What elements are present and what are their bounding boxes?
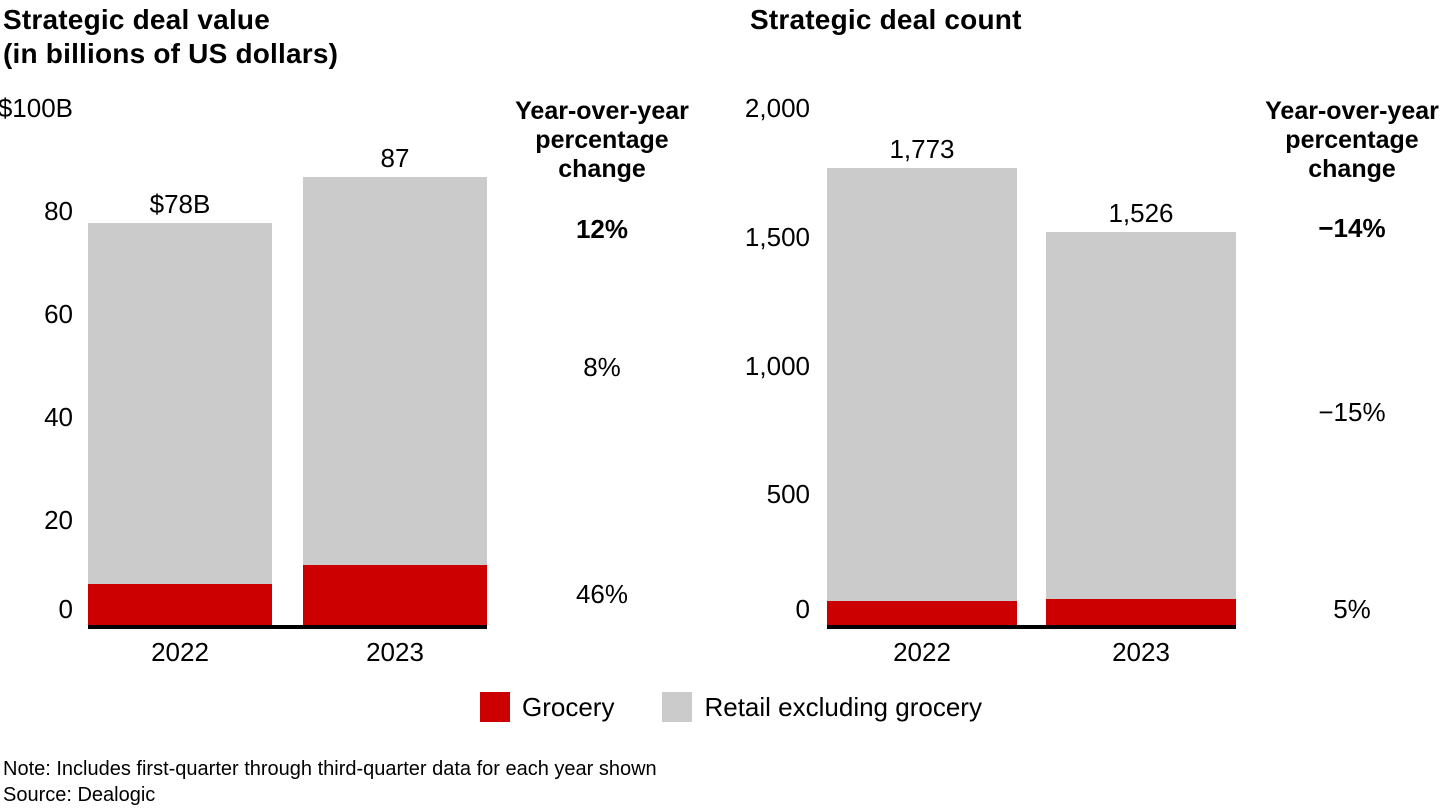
left-yoy-header: Year-over-year percentage change xyxy=(515,97,689,183)
y-axis-tick-label: 80 xyxy=(44,196,73,226)
legend-item-grocery: Grocery xyxy=(480,692,614,722)
yoy-value: −15% xyxy=(1318,397,1386,427)
y-axis-tick-label: 500 xyxy=(766,479,810,510)
legend-item-retail: Retail excluding grocery xyxy=(662,692,982,722)
right-yoy-header: Year-over-year percentage change xyxy=(1265,97,1439,183)
left-chart-title-line2: (in billions of US dollars) xyxy=(3,38,339,69)
y-axis-tick-label: 20 xyxy=(44,505,73,535)
bar-segment-grocery xyxy=(827,600,1017,625)
legend-label-grocery: Grocery xyxy=(522,692,615,722)
y-axis-tick-label: $100B xyxy=(0,93,73,123)
source-text: Source: Dealogic xyxy=(3,784,156,806)
right-chart-title-line1: Strategic deal count xyxy=(750,4,1022,35)
grocery-swatch-icon xyxy=(480,692,510,722)
y-axis-tick-label: 0 xyxy=(795,594,810,624)
yoy-value: −14% xyxy=(1318,213,1386,243)
bar-total-label: $78B xyxy=(149,189,211,220)
bar-segment-grocery xyxy=(303,564,487,625)
left-chart-title: Strategic deal value (in billions of US … xyxy=(3,3,338,71)
x-axis-line xyxy=(827,625,1236,629)
bar-total-label: 87 xyxy=(380,142,410,173)
y-axis-tick-label: 1,000 xyxy=(744,350,810,381)
bar-total-label: 1,773 xyxy=(889,134,955,165)
bar-segment-retail xyxy=(88,223,272,584)
right-chart-title: Strategic deal count xyxy=(750,3,1022,37)
retail-swatch-icon xyxy=(662,692,693,722)
bar-segment-retail xyxy=(1046,232,1236,600)
footnotes: Note: Includes first-quarter through thi… xyxy=(3,756,657,808)
bar-segment-grocery xyxy=(88,583,272,625)
left-chart-title-line1: Strategic deal value xyxy=(3,4,271,35)
bar-segment-retail xyxy=(827,168,1017,601)
bar-segment-grocery xyxy=(1046,599,1236,625)
yoy-value: 12% xyxy=(575,214,629,244)
yoy-value: 8% xyxy=(583,352,621,382)
yoy-value: 46% xyxy=(575,579,629,609)
x-axis-category-label: 2023 xyxy=(1112,637,1170,667)
y-axis-tick-label: 40 xyxy=(44,402,73,432)
y-axis-tick-label: 0 xyxy=(58,594,73,624)
y-axis-tick-label: 60 xyxy=(44,299,73,329)
bar-total-label: 1,526 xyxy=(1108,198,1174,229)
note-text: Note: Includes first-quarter through thi… xyxy=(3,758,657,780)
x-axis-category-label: 2022 xyxy=(893,637,951,667)
x-axis-category-label: 2022 xyxy=(151,637,209,667)
legend: Grocery Retail excluding grocery xyxy=(480,692,982,722)
y-axis-tick-label: 1,500 xyxy=(744,221,810,252)
yoy-value: 5% xyxy=(1333,594,1371,624)
x-axis-category-label: 2023 xyxy=(366,637,424,667)
legend-label-retail: Retail excluding grocery xyxy=(704,692,982,722)
bar-segment-retail xyxy=(303,176,487,565)
y-axis-tick-label: 2,000 xyxy=(744,93,810,123)
x-axis-line xyxy=(88,625,487,629)
